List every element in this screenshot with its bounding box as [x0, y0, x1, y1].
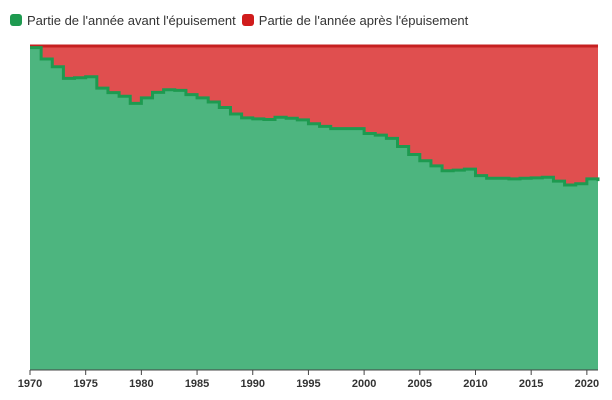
x-tick-label-1975: 1975 [73, 378, 97, 390]
x-tick-label-2020: 2020 [575, 378, 599, 390]
x-tick-label-2005: 2005 [408, 378, 432, 390]
area-before-depletion [30, 47, 598, 371]
x-tick-label-2015: 2015 [519, 378, 543, 390]
x-tick-label-2000: 2000 [352, 378, 376, 390]
legend-label-before: Partie de l'année avant l'épuisement [27, 12, 236, 28]
x-axis: 1970 1975 1980 1985 1990 1995 2000 2005 2010 2015… [18, 369, 599, 390]
line-before-depletion [30, 46, 600, 187]
legend-label-after: Partie de l'année après l'épuisement [258, 12, 469, 28]
legend-item-after[interactable]: Partie de l'année après l'épuisement [241, 12, 469, 28]
x-tick-label-1980: 1980 [129, 378, 153, 390]
x-tick-label-1985: 1985 [185, 378, 209, 390]
plot-area [30, 44, 600, 371]
chart-legend: Partie de l'année avant l'épuisement Par… [10, 10, 474, 30]
legend-swatch-after [241, 14, 254, 26]
x-tick-label-1995: 1995 [296, 378, 320, 390]
legend-item-before[interactable]: Partie de l'année avant l'épuisement [10, 13, 236, 28]
x-tick-label-2010: 2010 [463, 378, 487, 390]
x-tick-label-1970: 1970 [18, 378, 42, 390]
x-tick-label-1990: 1990 [241, 378, 265, 390]
legend-swatch-before [10, 14, 22, 26]
